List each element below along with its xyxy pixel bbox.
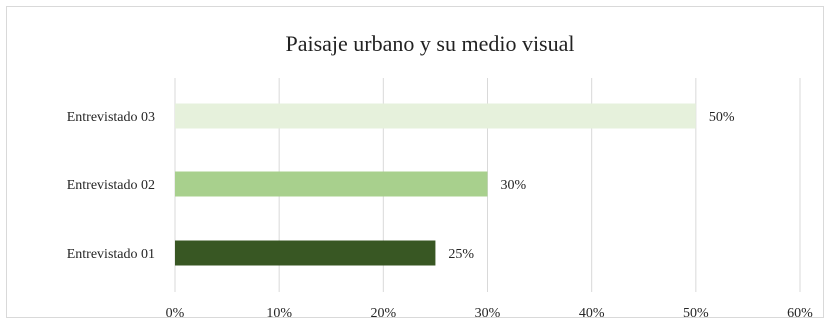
bar-3 [175, 240, 436, 266]
bars [175, 103, 696, 266]
category-label: Entrevistado 02 [67, 178, 155, 193]
x-tick-label: 10% [266, 306, 292, 321]
bar-2 [175, 171, 488, 197]
x-tick-label: 40% [579, 306, 605, 321]
category-labels: Entrevistado 03 Entrevistado 02 Entrevista… [67, 110, 155, 262]
x-tick-label: 0% [166, 306, 185, 321]
bar-1 [175, 103, 696, 129]
x-tick-label: 50% [683, 306, 709, 321]
category-label: Entrevistado 01 [67, 247, 155, 262]
data-labels: 50% 30% 25% [448, 110, 734, 262]
x-tick-label: 30% [475, 306, 501, 321]
data-label: 30% [501, 178, 527, 193]
data-label: 25% [448, 247, 474, 262]
chart-frame [6, 6, 824, 318]
x-tick-label: 60% [787, 306, 813, 321]
data-label: 50% [709, 110, 735, 125]
x-axis-tick-labels: 0% 10% 20% 30% 40% 50% 60% [166, 306, 814, 321]
x-tick-label: 20% [370, 306, 396, 321]
category-label: Entrevistado 03 [67, 110, 155, 125]
chart-title: Paisaje urbano y su medio visual [285, 31, 574, 56]
